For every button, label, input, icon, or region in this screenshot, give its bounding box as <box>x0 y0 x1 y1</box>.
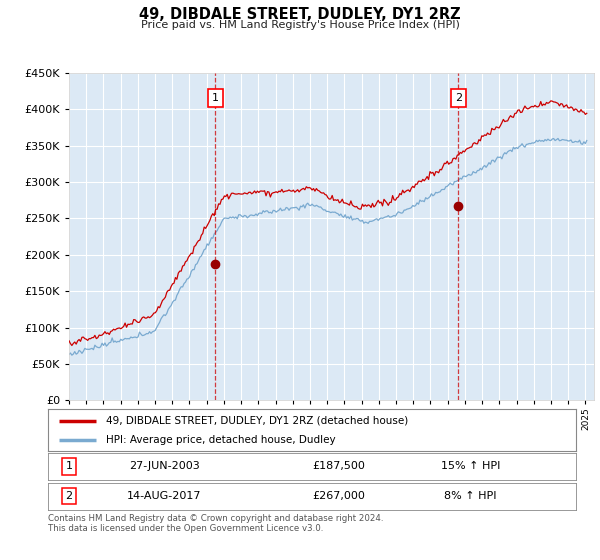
Text: 49, DIBDALE STREET, DUDLEY, DY1 2RZ: 49, DIBDALE STREET, DUDLEY, DY1 2RZ <box>139 7 461 22</box>
Text: 15% ↑ HPI: 15% ↑ HPI <box>441 461 500 472</box>
Text: HPI: Average price, detached house, Dudley: HPI: Average price, detached house, Dudl… <box>106 435 336 445</box>
Text: Price paid vs. HM Land Registry's House Price Index (HPI): Price paid vs. HM Land Registry's House … <box>140 20 460 30</box>
Text: Contains HM Land Registry data © Crown copyright and database right 2024.
This d: Contains HM Land Registry data © Crown c… <box>48 514 383 534</box>
Text: 2: 2 <box>65 491 73 501</box>
Text: 14-AUG-2017: 14-AUG-2017 <box>127 491 202 501</box>
Text: 8% ↑ HPI: 8% ↑ HPI <box>444 491 497 501</box>
Text: 27-JUN-2003: 27-JUN-2003 <box>129 461 200 472</box>
Text: £187,500: £187,500 <box>312 461 365 472</box>
Text: 1: 1 <box>65 461 73 472</box>
Text: 1: 1 <box>212 94 218 103</box>
Text: £267,000: £267,000 <box>312 491 365 501</box>
Text: 49, DIBDALE STREET, DUDLEY, DY1 2RZ (detached house): 49, DIBDALE STREET, DUDLEY, DY1 2RZ (det… <box>106 416 409 426</box>
Text: 2: 2 <box>455 94 462 103</box>
